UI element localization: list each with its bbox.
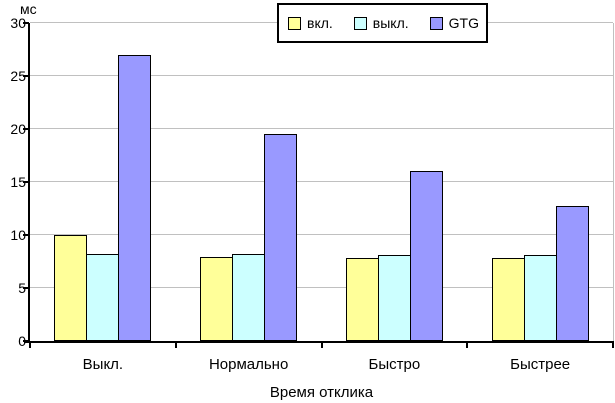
legend-label: вкл. [307,15,333,31]
gridline [30,181,613,182]
x-axis-tick [466,343,469,348]
y-tick-label: 5 [0,281,26,295]
bar-GTG-Выкл. [118,55,152,341]
y-axis-tick [23,234,29,236]
bar-GTG-Нормально [264,134,298,341]
legend-label: выкл. [372,15,409,31]
y-axis-unit-label: мс [20,1,37,17]
legend-swatch-icon [353,16,367,30]
bar-выкл.-Выкл. [86,254,120,341]
category-label: Выкл. [82,356,124,373]
category-label: Быстрее [510,356,571,373]
y-tick-label: 30 [10,15,26,31]
y-axis-tick [23,287,29,289]
y-axis-tick [23,128,29,130]
y-tick-label: 0 [0,334,26,348]
gridline [30,128,613,129]
legend-item-0: вкл. [288,15,333,31]
bar-GTG-Быстрее [555,206,589,341]
bar-вкл.-Быстро [345,258,379,341]
legend-item-2: GTG [429,15,479,31]
y-axis-tick [23,181,29,183]
plot-area [30,22,613,341]
x-axis-tick [320,343,323,348]
legend-item-1: выкл. [353,15,409,31]
bar-вкл.-Быстрее [491,258,525,341]
x-axis-tick [174,343,177,348]
gridline [30,287,613,288]
bar-выкл.-Быстрее [523,255,557,341]
bar-выкл.-Нормально [232,254,266,341]
legend-label: GTG [448,15,479,31]
x-axis-tick [612,343,614,348]
y-tick-label: 15 [10,174,26,190]
y-axis-tick [23,75,29,77]
bar-выкл.-Быстро [377,255,411,341]
plot-right-border [613,23,614,341]
gridline [30,234,613,235]
bar-вкл.-Нормально [200,257,234,341]
x-axis-tick [29,343,31,348]
y-axis-tick [23,22,29,24]
category-label: Нормально [208,356,289,373]
x-axis-title: Время отклика [269,384,374,401]
y-tick-label: 20 [10,121,26,137]
legend-swatch-icon [429,16,443,30]
y-tick-label: 10 [10,227,26,243]
legend: вкл. выкл. GTG [277,3,488,43]
x-axis-line [24,341,614,343]
bar-вкл.-Выкл. [54,235,88,341]
y-axis-tick [23,340,29,342]
y-tick-label: 25 [10,68,26,84]
legend-swatch-icon [288,16,301,30]
gridline [30,75,613,76]
category-label: Быстро [368,356,421,373]
y-axis-line [28,23,30,343]
bar-GTG-Быстро [409,171,443,341]
